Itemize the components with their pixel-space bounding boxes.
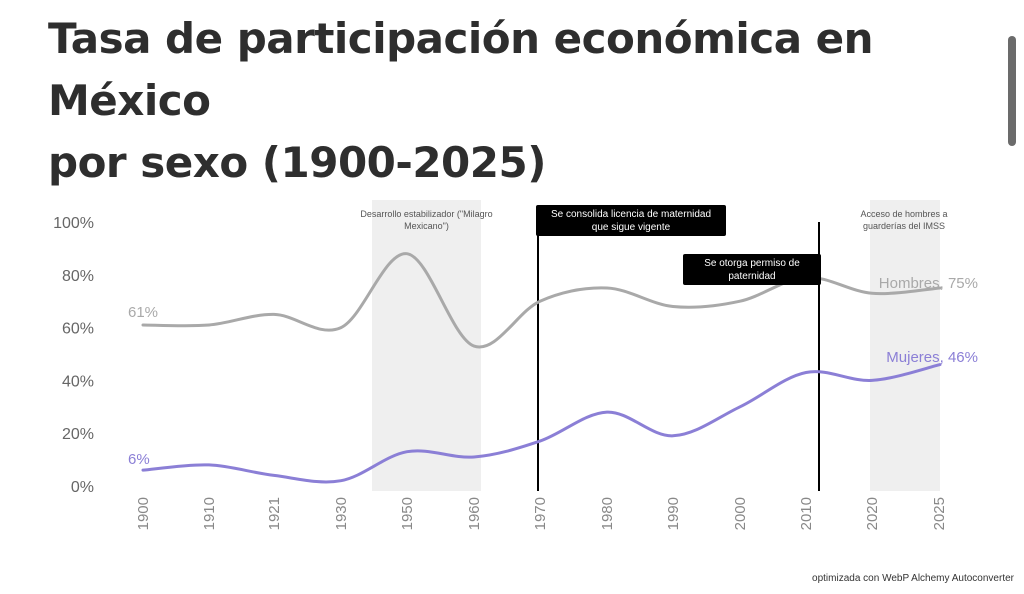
chart-title-line-2: por sexo (1900-2025) (48, 138, 546, 187)
x-tick-label: 2025 (931, 497, 948, 530)
x-tick-label: 1910 (201, 497, 218, 530)
shaded-period-1 (372, 200, 481, 491)
x-tick-label: 1960 (466, 497, 483, 530)
x-tick-label: 1990 (665, 497, 682, 530)
x-tick-label: 1900 (135, 497, 152, 530)
series-end-label-mujeres: Mujeres, 46% (886, 349, 978, 366)
y-tick-label: 20% (62, 426, 94, 443)
y-tick-label: 0% (71, 479, 94, 496)
event-callout-1-line-2: que sigue vigente (591, 222, 671, 233)
event-callout-2: Se otorga permiso de paternidad (683, 254, 821, 285)
series-start-label-mujeres: 6% (128, 451, 150, 468)
event-callout-1-line-1: Se consolida licencia de maternidad (550, 209, 712, 220)
x-tick-label: 2020 (864, 497, 881, 530)
chart-title: Tasa de participación económica en Méxic… (48, 8, 1008, 194)
event-callout-2-line-2: paternidad (728, 271, 776, 282)
scrollbar-thumb[interactable] (1008, 36, 1016, 146)
x-tick-label: 2000 (732, 497, 749, 530)
x-tick-label: 1921 (266, 497, 283, 530)
shaded-period-label-1-line-2: Mexicano") (404, 221, 449, 231)
shaded-period-label-2-line-1: Acceso de hombres a (860, 209, 947, 219)
shaded-period-2 (870, 200, 940, 491)
event-callout-1: Se consolida licencia de maternidad que s… (536, 205, 726, 236)
x-tick-label: 1930 (333, 497, 350, 530)
event-callout-2-line-1: Se otorga permiso de (704, 258, 800, 269)
series-line-mujeres (141, 363, 942, 484)
chart-title-line-1: Tasa de participación económica en Méxic… (48, 14, 874, 125)
x-tick-label: 1970 (532, 497, 549, 530)
y-tick-label: 60% (62, 321, 94, 338)
series-end-label-hombres: Hombres, 75% (879, 275, 978, 292)
x-tick-label: 2010 (798, 497, 815, 530)
y-tick-label: 100% (53, 215, 94, 232)
x-tick-label: 1950 (399, 497, 416, 530)
series-start-label-hombres: 61% (128, 304, 158, 321)
y-tick-label: 40% (62, 373, 94, 390)
shaded-period-label-1-line-1: Desarrollo estabilizador ("Milagro (360, 209, 492, 219)
x-tick-label: 1980 (599, 497, 616, 530)
shaded-period-label-2-line-2: guarderías del IMSS (863, 221, 945, 231)
footer-credit: optimizada con WebP Alchemy Autoconverte… (812, 573, 1014, 584)
y-tick-label: 80% (62, 268, 94, 285)
